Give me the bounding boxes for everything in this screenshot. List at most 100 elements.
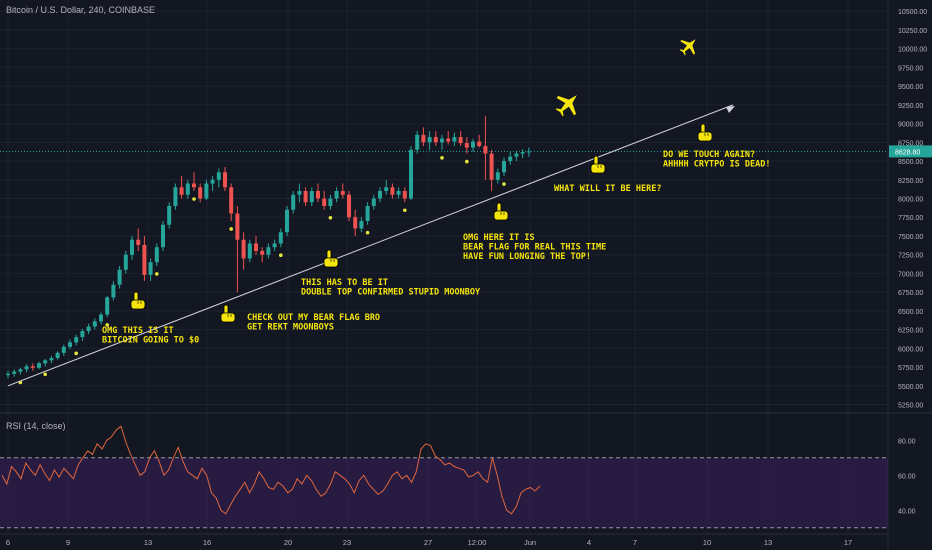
candle bbox=[142, 244, 147, 275]
rsi-tick-label: 80.00 bbox=[898, 438, 916, 445]
candle bbox=[427, 137, 432, 143]
annotation-text: OMG HERE IT IS BEAR FLAG FOR REAL THIS TI… bbox=[463, 233, 606, 262]
time-tick-label: 10 bbox=[703, 538, 711, 547]
annotation-text: THIS HAS TO BE IT DOUBLE TOP CONFIRMED ST… bbox=[301, 278, 481, 298]
candle bbox=[111, 284, 116, 298]
candle bbox=[260, 250, 265, 255]
candle bbox=[117, 269, 122, 285]
rsi-line bbox=[1, 425, 541, 515]
hand-pointing-down-icon bbox=[323, 249, 339, 268]
candle bbox=[433, 137, 438, 143]
candle bbox=[192, 183, 196, 188]
candle bbox=[378, 191, 382, 199]
price-tick-label: 7250.00 bbox=[898, 253, 923, 260]
candle bbox=[123, 254, 128, 270]
rsi-band bbox=[0, 457, 888, 528]
candle bbox=[297, 191, 302, 195]
time-tick-label: 13 bbox=[144, 538, 152, 547]
annotation-text: OMG THIS IS IT BITCOIN GOING TO $0 bbox=[102, 326, 199, 346]
annotation-text: DO WE TOUCH AGAIN? AHHHH CRYTPO IS DEAD! bbox=[663, 150, 770, 170]
candle bbox=[55, 352, 60, 359]
candle bbox=[502, 161, 506, 173]
candle bbox=[6, 373, 10, 376]
price-tick-label: 7500.00 bbox=[898, 234, 923, 241]
price-tick-label: 6750.00 bbox=[898, 290, 923, 297]
candle bbox=[86, 326, 91, 332]
rsi-panel-label: RSI (14, close) bbox=[6, 421, 66, 431]
signal-dot bbox=[192, 197, 196, 201]
candle bbox=[18, 369, 23, 372]
signal-dot bbox=[43, 372, 47, 377]
candle bbox=[254, 243, 258, 251]
current-price-badge bbox=[889, 145, 932, 158]
candle bbox=[489, 153, 494, 180]
price-tick-label: 9500.00 bbox=[898, 84, 923, 91]
candle bbox=[167, 206, 172, 225]
candle bbox=[328, 198, 333, 206]
time-tick-label: 23 bbox=[343, 538, 351, 547]
price-tick-label: 8750.00 bbox=[898, 140, 923, 147]
time-tick-label: 6 bbox=[6, 538, 10, 547]
candle bbox=[148, 262, 153, 275]
candle bbox=[526, 151, 531, 153]
candle bbox=[359, 220, 364, 229]
candle bbox=[322, 198, 327, 206]
candle bbox=[247, 243, 252, 259]
candle bbox=[24, 366, 29, 370]
time-tick-label: 13 bbox=[764, 538, 772, 547]
candle bbox=[80, 331, 85, 338]
hand-pointing-down-icon bbox=[130, 291, 146, 310]
price-tick-label: 6000.00 bbox=[898, 346, 923, 353]
time-tick-label: 9 bbox=[66, 538, 70, 547]
candle bbox=[421, 134, 426, 143]
signal-dot bbox=[502, 182, 506, 186]
candle bbox=[396, 191, 401, 195]
candle bbox=[216, 172, 221, 180]
candle bbox=[272, 243, 277, 248]
candle bbox=[409, 149, 413, 199]
price-tick-label: 7000.00 bbox=[898, 271, 923, 278]
candle bbox=[508, 156, 513, 162]
candle bbox=[340, 191, 345, 195]
candle bbox=[365, 206, 370, 221]
signal-dot bbox=[328, 215, 333, 220]
candle bbox=[92, 321, 97, 327]
price-tick-label: 9750.00 bbox=[898, 65, 923, 72]
candle bbox=[49, 358, 54, 361]
candle bbox=[241, 239, 246, 259]
candle bbox=[99, 314, 103, 322]
candle bbox=[12, 371, 17, 374]
time-tick-label: 20 bbox=[284, 538, 292, 547]
signal-dot bbox=[279, 253, 283, 257]
signal-dot bbox=[155, 272, 159, 276]
time-tick-label: 7 bbox=[633, 538, 637, 547]
trend-line-arrowhead bbox=[726, 106, 735, 113]
price-tick-label: 10000.00 bbox=[898, 47, 927, 54]
rsi-tick-label: 40.00 bbox=[898, 508, 916, 515]
annotation-text: CHECK OUT MY BEAR FLAG BRO GET REKT MOONB… bbox=[247, 313, 380, 333]
candle bbox=[68, 342, 72, 347]
candle bbox=[347, 194, 351, 218]
candle bbox=[520, 152, 525, 154]
hand-pointing-down-icon bbox=[590, 155, 606, 174]
time-tick-label: 17 bbox=[844, 538, 852, 547]
candle bbox=[303, 191, 308, 203]
price-tick-label: 10250.00 bbox=[898, 28, 927, 35]
candle bbox=[390, 187, 395, 195]
price-tick-label: 8500.00 bbox=[898, 159, 923, 166]
candle bbox=[440, 138, 444, 143]
rsi-tick-label: 60.00 bbox=[898, 473, 916, 480]
time-tick-label: 16 bbox=[203, 538, 211, 547]
candle bbox=[30, 366, 35, 368]
candle bbox=[210, 179, 215, 184]
hand-pointing-down-icon bbox=[220, 304, 236, 323]
candle bbox=[74, 337, 79, 343]
symbol-title: Bitcoin / U.S. Dollar, 240, COINBASE bbox=[6, 5, 156, 15]
price-tick-label: 5250.00 bbox=[898, 403, 923, 410]
candle bbox=[179, 187, 184, 195]
trend-line[interactable] bbox=[7, 104, 734, 387]
candle bbox=[495, 172, 500, 180]
candle bbox=[173, 187, 178, 206]
signal-dot bbox=[365, 230, 370, 235]
